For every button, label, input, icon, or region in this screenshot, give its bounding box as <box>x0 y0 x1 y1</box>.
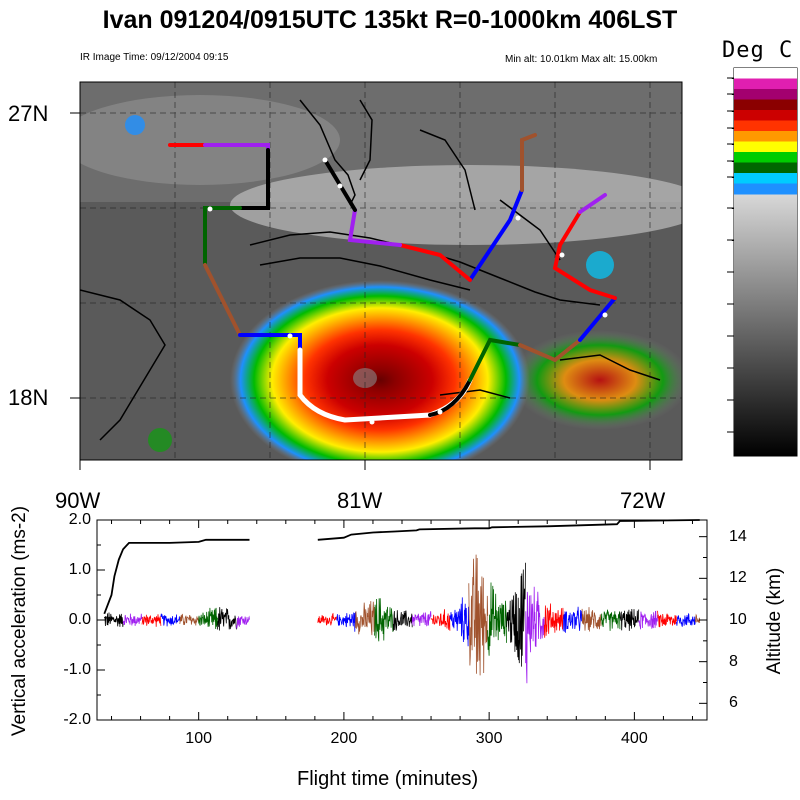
colorbar-band <box>734 141 797 153</box>
acceleration-segment <box>411 611 432 627</box>
acceleration-segment <box>317 612 337 626</box>
colorbar-band <box>734 173 797 184</box>
colorbar-band <box>734 89 797 100</box>
acceleration-segment <box>430 609 451 631</box>
altitude-range: Min alt: 10.01km Max alt: 15.00km <box>505 54 658 65</box>
y-tick-label-left: -2.0 <box>63 711 91 728</box>
acceleration-segment <box>468 554 489 676</box>
colorbar-ticks <box>727 77 734 433</box>
acceleration-segment <box>695 613 701 624</box>
y-tick-label-right: 10 <box>729 611 747 628</box>
colorbar-title: Deg C <box>722 38 794 63</box>
acceleration-segment <box>374 598 394 642</box>
acceleration-segment <box>525 586 545 684</box>
acceleration-segment <box>217 607 237 631</box>
colorbar-band <box>734 68 797 79</box>
colorbar-band <box>734 78 797 90</box>
acceleration-segment <box>160 613 181 627</box>
acceleration-segment <box>562 606 583 633</box>
lon-label-81w: 81W <box>337 488 383 513</box>
y-tick-label-left: 1.0 <box>68 561 91 578</box>
y-axis-label-right: Altitude (km) <box>764 567 785 675</box>
acceleration-segment <box>657 610 677 628</box>
x-tick-label: 300 <box>475 730 503 747</box>
acceleration-segment <box>600 609 621 631</box>
satellite-map <box>80 82 682 460</box>
acceleration-segment <box>638 610 658 630</box>
axis-ticks <box>97 519 707 721</box>
chart-title: Ivan 091204/0915UTC 135kt R=0-1000km 406… <box>102 6 678 34</box>
y-axis-label-left: Vertical acceleration (ms-2) <box>9 505 30 737</box>
y-tick-label-right: 12 <box>729 569 747 587</box>
acceleration-segment <box>487 582 507 656</box>
acceleration-segment <box>449 597 470 647</box>
map-ticks <box>70 112 651 470</box>
colorbar-band <box>734 162 797 174</box>
acceleration-segment <box>355 601 375 636</box>
acceleration-segment <box>581 607 602 632</box>
acceleration-segment <box>103 612 124 627</box>
x-tick-label: 400 <box>621 730 648 747</box>
ir-image-time: IR Image Time: 09/12/2004 09:15 <box>80 52 229 63</box>
acceleration-segment <box>619 608 640 631</box>
colorbar-band <box>734 183 797 195</box>
map-frame <box>79 81 683 461</box>
acceleration-segment <box>122 613 143 626</box>
acceleration-segment <box>198 607 218 630</box>
colorbar-band <box>734 120 797 132</box>
acceleration-segment <box>141 614 162 627</box>
colorbar-band <box>734 152 797 163</box>
acceleration-segment <box>336 612 356 632</box>
colorbar-band <box>734 99 797 111</box>
x-tick-label: 100 <box>185 730 212 747</box>
lat-label-18n: 18N <box>8 385 49 410</box>
colorbar-band <box>734 110 797 121</box>
y-tick-label-right: 6 <box>729 694 738 712</box>
flight-track <box>168 133 617 425</box>
x-tick-label: 200 <box>330 730 358 747</box>
altitude-line <box>103 519 700 615</box>
acceleration-series <box>103 554 701 684</box>
lon-label-90w: 90W <box>55 488 101 513</box>
acceleration-segment <box>179 613 200 626</box>
x-axis-label: Flight time (minutes) <box>297 768 479 790</box>
acceleration-segment <box>543 603 564 638</box>
y-tick-label-left: -1.0 <box>63 661 91 678</box>
y-tick-label-right: 8 <box>729 652 738 670</box>
y-tick-label-left: 2.0 <box>68 511 91 528</box>
lat-label-27n: 27N <box>8 101 49 126</box>
acceleration-segment <box>676 612 696 628</box>
timeseries-chart <box>96 519 708 721</box>
acceleration-segment <box>236 615 250 629</box>
y-tick-label-left: 0.0 <box>68 611 91 628</box>
acceleration-segment <box>506 562 526 667</box>
colorbar-bands <box>734 68 797 195</box>
y-tick-label-right: 14 <box>729 527 747 545</box>
lon-label-72w: 72W <box>620 488 666 513</box>
colorbar-band <box>734 131 797 142</box>
acceleration-segment <box>392 610 413 631</box>
